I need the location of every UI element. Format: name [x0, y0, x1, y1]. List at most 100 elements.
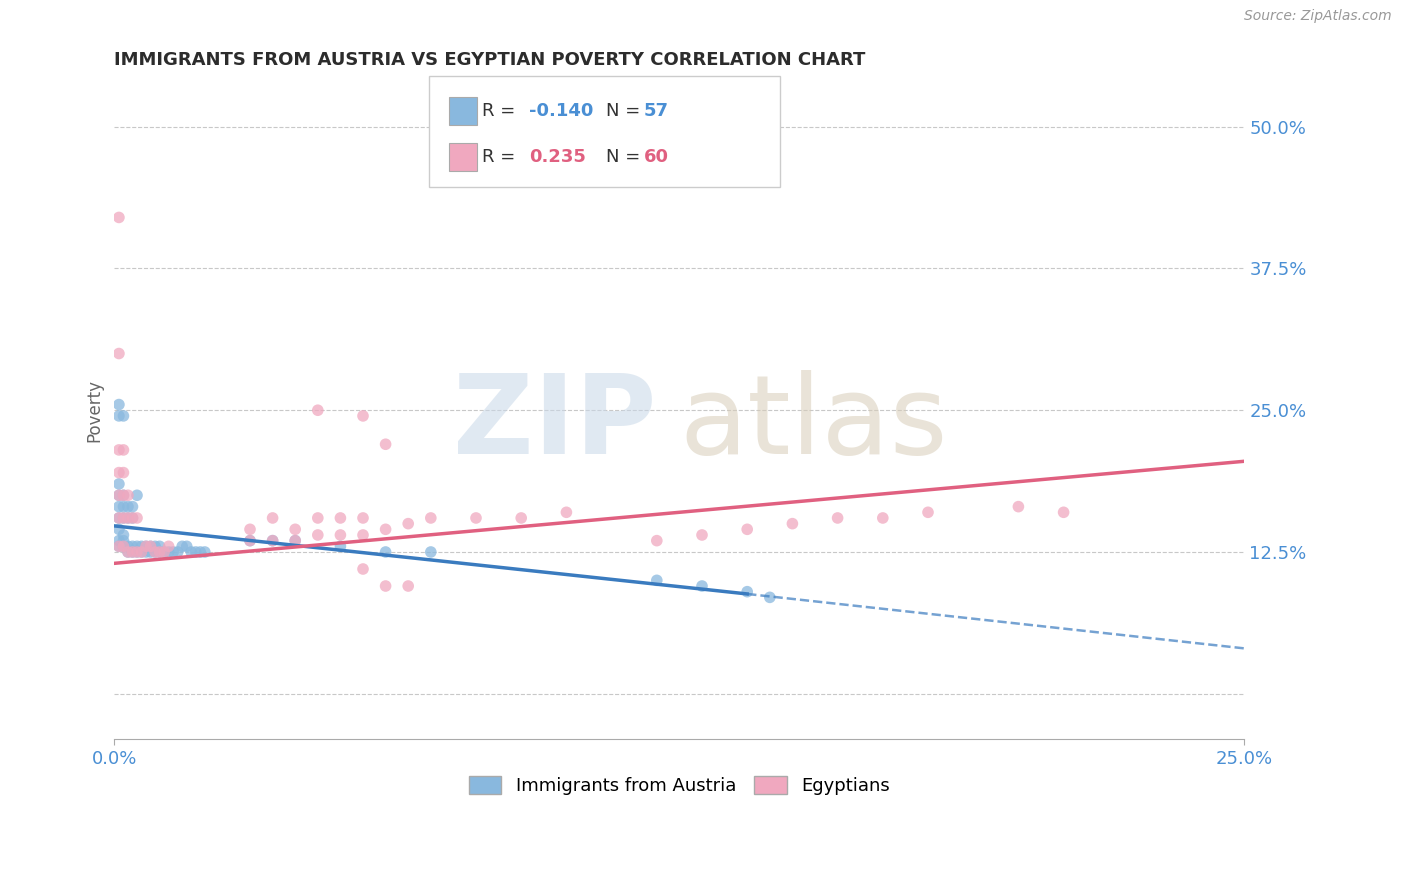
Point	[690, 528, 713, 542]
Point	[352, 562, 374, 576]
Point	[139, 545, 162, 559]
Point	[284, 522, 307, 536]
Text: N =: N =	[606, 102, 645, 120]
Point	[239, 522, 262, 536]
Point	[917, 505, 939, 519]
Point	[329, 539, 352, 553]
Point	[121, 539, 143, 553]
Point	[117, 488, 139, 502]
Point	[143, 539, 166, 553]
Point	[108, 522, 131, 536]
Point	[112, 442, 135, 457]
Point	[239, 533, 262, 548]
Point	[188, 545, 211, 559]
Point	[131, 539, 153, 553]
Point	[108, 511, 131, 525]
Point	[184, 545, 207, 559]
Point	[307, 511, 329, 525]
Point	[108, 442, 131, 457]
Point	[108, 500, 131, 514]
Point	[166, 545, 188, 559]
Point	[112, 528, 135, 542]
Point	[419, 511, 441, 525]
Point	[284, 533, 307, 548]
Text: atlas: atlas	[679, 370, 948, 477]
Point	[112, 466, 135, 480]
Point	[135, 539, 157, 553]
Text: R =: R =	[482, 102, 522, 120]
Point	[153, 545, 176, 559]
Point	[139, 539, 162, 553]
Point	[117, 539, 139, 553]
Point	[112, 409, 135, 423]
Y-axis label: Poverty: Poverty	[86, 379, 103, 442]
Point	[307, 403, 329, 417]
Point	[108, 533, 131, 548]
Point	[121, 500, 143, 514]
Point	[121, 511, 143, 525]
Point	[396, 516, 419, 531]
Point	[782, 516, 804, 531]
Point	[108, 211, 131, 225]
Legend: Immigrants from Austria, Egyptians: Immigrants from Austria, Egyptians	[461, 769, 897, 803]
Point	[827, 511, 849, 525]
Text: ZIP: ZIP	[453, 370, 657, 477]
Point	[1052, 505, 1074, 519]
Point	[157, 539, 180, 553]
Point	[108, 409, 131, 423]
Text: 0.235: 0.235	[529, 148, 585, 166]
Point	[374, 437, 396, 451]
Point	[108, 511, 131, 525]
Point	[121, 545, 143, 559]
Text: IMMIGRANTS FROM AUSTRIA VS EGYPTIAN POVERTY CORRELATION CHART: IMMIGRANTS FROM AUSTRIA VS EGYPTIAN POVE…	[114, 51, 866, 69]
Point	[112, 511, 135, 525]
Point	[117, 545, 139, 559]
Point	[143, 545, 166, 559]
Text: N =: N =	[606, 148, 645, 166]
Point	[139, 539, 162, 553]
Point	[125, 545, 148, 559]
Point	[112, 488, 135, 502]
Point	[645, 574, 668, 588]
Point	[112, 511, 135, 525]
Point	[108, 398, 131, 412]
Point	[112, 539, 135, 553]
Point	[872, 511, 894, 525]
Point	[329, 511, 352, 525]
Point	[284, 533, 307, 548]
Point	[121, 511, 143, 525]
Point	[645, 533, 668, 548]
Point	[131, 545, 153, 559]
Point	[135, 545, 157, 559]
Point	[262, 511, 284, 525]
Point	[108, 488, 131, 502]
Point	[117, 500, 139, 514]
Text: R =: R =	[482, 148, 522, 166]
Point	[510, 511, 533, 525]
Point	[108, 466, 131, 480]
Point	[149, 545, 172, 559]
Text: 60: 60	[644, 148, 669, 166]
Point	[465, 511, 488, 525]
Point	[239, 533, 262, 548]
Point	[125, 511, 148, 525]
Point	[180, 545, 202, 559]
Point	[759, 591, 782, 605]
Point	[153, 545, 176, 559]
Point	[108, 488, 131, 502]
Text: Source: ZipAtlas.com: Source: ZipAtlas.com	[1244, 9, 1392, 23]
Point	[162, 545, 184, 559]
Text: 57: 57	[644, 102, 669, 120]
Point	[112, 488, 135, 502]
Point	[194, 545, 217, 559]
Point	[125, 539, 148, 553]
Point	[690, 579, 713, 593]
Point	[112, 539, 135, 553]
Point	[307, 528, 329, 542]
Point	[125, 545, 148, 559]
Point	[172, 539, 194, 553]
Point	[149, 539, 172, 553]
Point	[108, 539, 131, 553]
Point	[374, 522, 396, 536]
Text: -0.140: -0.140	[529, 102, 593, 120]
